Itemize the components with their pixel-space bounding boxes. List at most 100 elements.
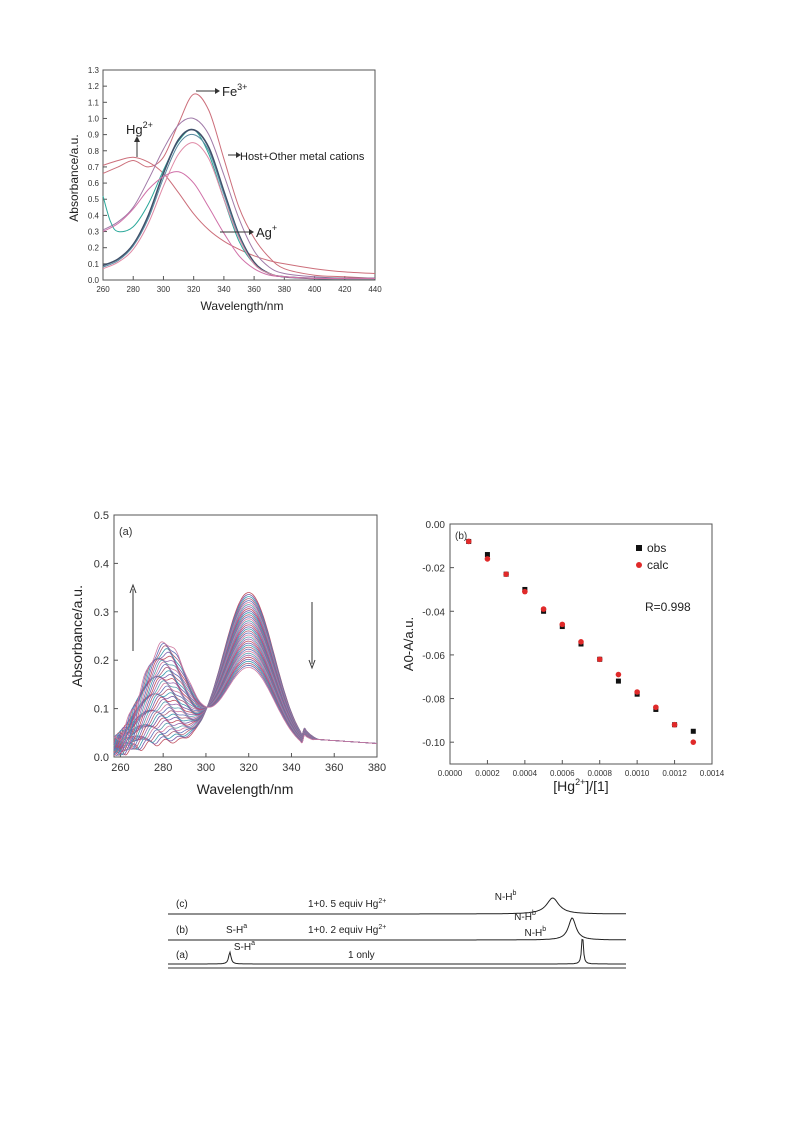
nmr-trace [168,938,626,965]
legend: obs calc [636,541,668,572]
y-tick-label: 0.9 [88,131,100,140]
x-tick-label: 0.0002 [475,769,500,778]
calc-point [559,621,566,628]
trace-condition: 1+0. 2 equiv Hg2+ [308,924,386,936]
y-tick-label: 0.5 [88,195,100,204]
x-tick-label: 380 [368,762,386,774]
metal-cation-spectra-chart: 0.0 0.1 0.2 0.3 0.4 0.5 0.6 0.7 0.8 0.9 1.0 1.1 1.2 1… [67,66,382,313]
nmr-trace [168,897,626,915]
y-tick-label: 1.2 [88,82,100,91]
y-tick-label: 0.8 [88,147,100,156]
svg-text:Hg2+: Hg2+ [126,120,153,137]
spectrum-line [102,93,376,279]
y-axis-label: Absorbance/a.u. [69,585,85,687]
x-tick-label: 400 [308,285,322,294]
legend-calc-marker [636,562,642,568]
peak-label: S-Ha [226,923,247,936]
trace-condition: 1+0. 5 equiv Hg2+ [308,898,386,910]
calc-point [465,538,472,545]
binding-fit-chart: 0.00 -0.02 -0.04 -0.06 -0.08 -0.10 0.0000 0.00… [401,520,725,794]
x-axis-label: [Hg2+]/[1] [553,777,608,794]
titration-spectra-chart: 0.0 0.1 0.2 0.3 0.4 0.5 260 280 300 320 340 360 380… [69,510,386,797]
y-tick-label: -0.06 [422,651,445,662]
spectrum-line [102,156,376,274]
x-tick-label: 0.0014 [700,769,725,778]
y-tick-label: 0.2 [94,655,109,667]
y-tick-label: 1.0 [88,114,100,123]
calc-point [484,556,491,562]
y-tick-label: 1.3 [88,66,100,75]
x-tick-label: 280 [127,285,141,294]
calc-point [634,689,640,695]
y-tick-label: 0.0 [88,276,100,285]
x-axis-label: Wavelength/nm [201,299,284,313]
calc-point [540,606,547,612]
calc-point [653,704,659,711]
spectrum-line [102,171,375,280]
y-axis-label: Absorbance/a.u. [67,134,81,221]
x-tick-label: 260 [111,762,129,774]
y-tick-label: -0.08 [422,695,445,706]
y-tick-label: 0.1 [88,260,100,269]
x-tick-label: 320 [240,762,258,774]
y-tick-label: 0.3 [88,228,100,237]
nmr-trace [168,917,626,941]
x-tick-label: 0.0004 [513,769,538,778]
y-tick-label: 0.4 [94,558,109,570]
legend-obs-marker [636,545,642,551]
y-tick-label: 0.3 [94,607,109,619]
x-tick-label: 0.0006 [550,769,575,778]
svg-text:Fe3+: Fe3+ [222,82,247,99]
calc-point [522,588,528,595]
x-tick-label: 340 [282,762,300,774]
x-tick-label: 340 [217,285,231,294]
annotation-fe3: Fe3+ [196,82,247,99]
annotation-host-other: Host+Other metal cations [228,151,365,163]
x-tick-label: 440 [368,285,382,294]
x-tick-label: 280 [154,762,172,774]
y-tick-label: -0.04 [422,607,445,618]
legend-calc-label: calc [647,558,668,572]
x-tick-label: 420 [338,285,352,294]
y-tick-label: 0.1 [94,704,109,716]
peak-label: N-Hb [495,890,517,903]
r-value-annotation: R=0.998 [645,600,691,614]
y-tick-label: 0.2 [88,244,100,253]
trace-label: (c) [176,899,188,910]
y-tick-label: -0.10 [422,738,445,749]
x-tick-label: 0.0010 [625,769,650,778]
svg-text:Host+Other metal cations: Host+Other metal cations [240,151,365,163]
annotation-hg2: Hg2+ [126,120,153,157]
obs-point [484,552,490,558]
x-tick-label: 300 [197,762,215,774]
trace-condition: 1 only [348,950,375,961]
trace-label: (a) [176,950,188,961]
obs-point [615,678,621,684]
trace-label: (b) [176,925,188,936]
x-tick-label: 0.0000 [438,769,463,778]
plot-frame [102,69,376,281]
y-tick-label: -0.02 [422,564,445,575]
nmr-stack-chart: (c) 1+0. 5 equiv Hg2+ N-Hb (b) 1+0. 2 equiv … [168,890,626,969]
x-tick-label: 380 [278,285,292,294]
x-tick-label: 360 [325,762,343,774]
panel-label: (a) [119,526,132,538]
y-tick-label: 1.1 [88,98,100,107]
x-tick-label: 360 [247,285,261,294]
x-tick-label: 260 [96,285,110,294]
calc-point [615,671,622,678]
annotation-ag: Ag+ [220,223,277,240]
legend-obs-label: obs [647,541,666,555]
x-tick-label: 0.0008 [587,769,612,778]
down-arrow [308,602,316,670]
up-arrow [129,583,137,651]
y-axis-label: A0-A/a.u. [401,617,416,671]
y-tick-label: 0.5 [94,510,109,522]
y-tick-label: 0.7 [88,163,100,172]
y-tick-label: 0.00 [426,520,446,531]
calc-point [503,571,509,577]
x-axis-label: Wavelength/nm [197,781,294,797]
y-tick-label: 0.4 [88,211,100,220]
calc-point [671,721,678,728]
y-tick-label: 0.6 [88,179,100,188]
